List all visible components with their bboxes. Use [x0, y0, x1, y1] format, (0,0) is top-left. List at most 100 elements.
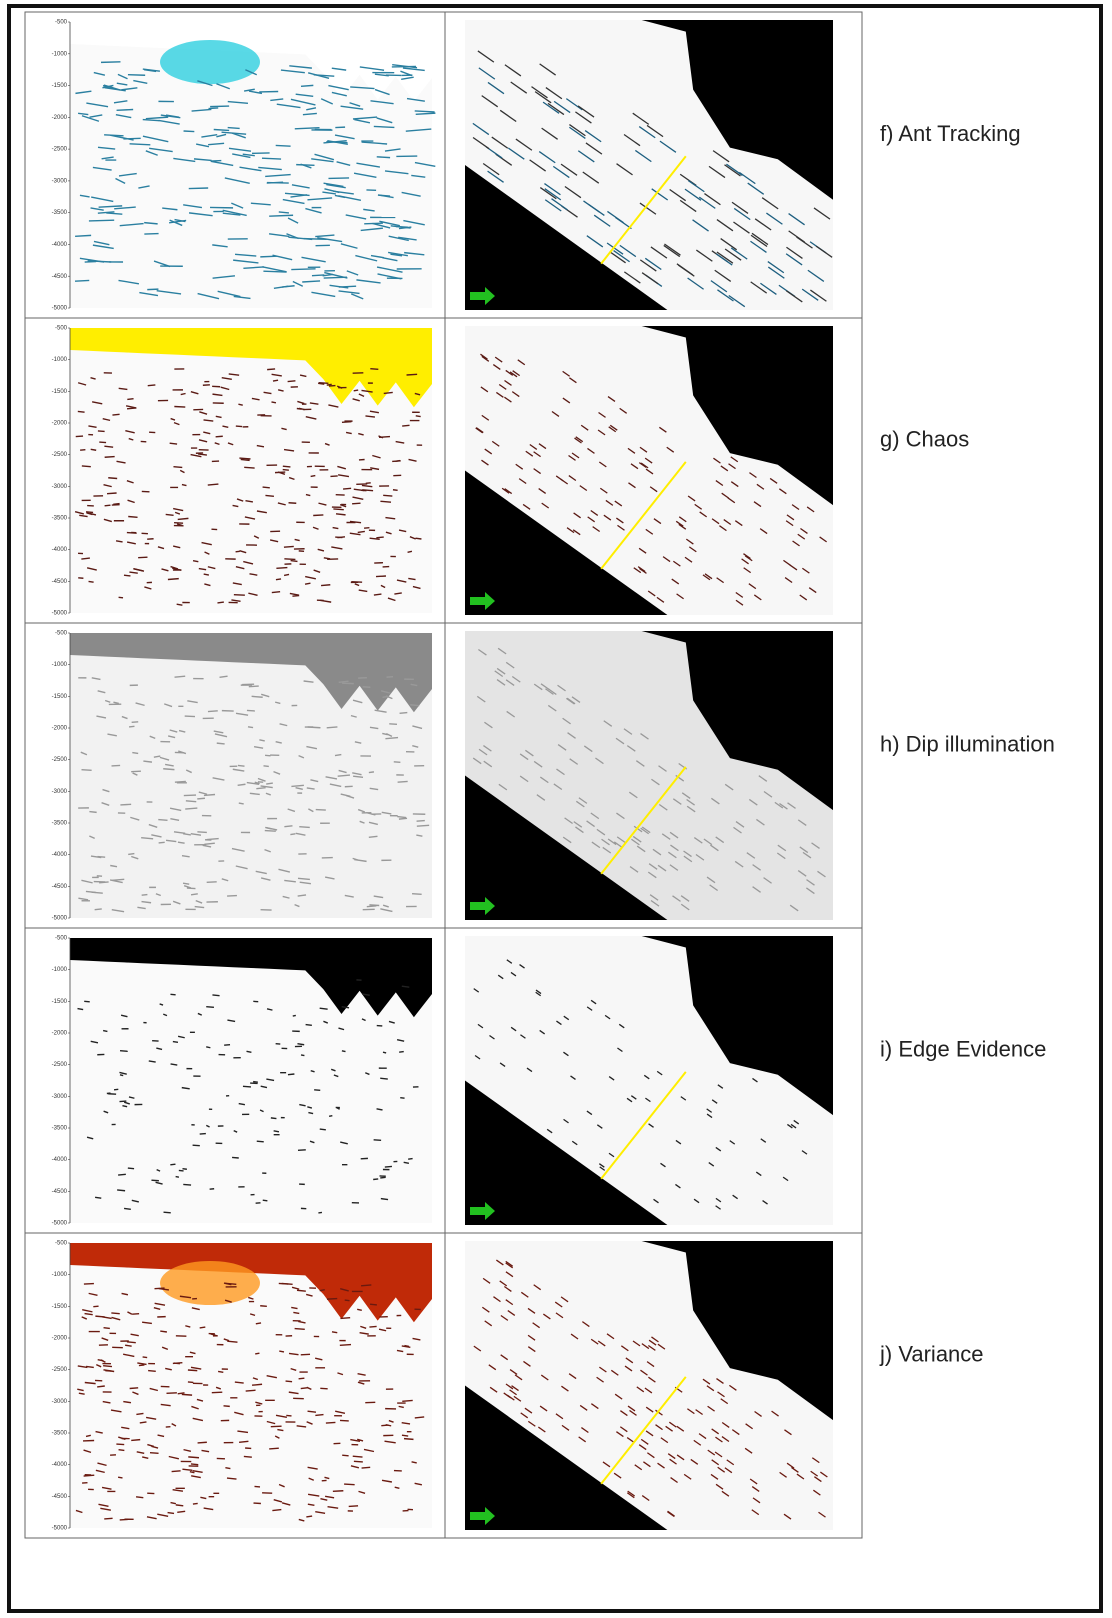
- reflector: [321, 585, 330, 586]
- reflector: [273, 380, 278, 381]
- reflector: [82, 466, 91, 467]
- depth-tick-label: -1500: [52, 83, 68, 89]
- reflector: [81, 770, 91, 771]
- reflector: [292, 596, 299, 597]
- reflector: [142, 895, 148, 896]
- depth-tick-label: -500: [55, 20, 68, 26]
- reflector: [399, 818, 407, 819]
- reflector: [293, 1015, 296, 1016]
- reflector: [369, 836, 378, 837]
- reflector: [218, 1371, 223, 1372]
- reflector: [112, 414, 119, 415]
- reflector: [295, 1329, 305, 1330]
- reflector: [404, 1439, 413, 1440]
- reflector: [174, 523, 183, 524]
- row: -500-1000-1500-2000-2500-3000-3500-4000-…: [52, 1241, 984, 1532]
- reflector: [97, 857, 105, 858]
- depth-tick-label: -5000: [52, 1221, 68, 1227]
- reflector: [415, 1417, 424, 1418]
- reflector: [305, 583, 310, 584]
- reflector: [254, 1486, 260, 1487]
- reflector: [188, 1457, 199, 1458]
- reflector: [367, 906, 377, 907]
- depth-tick-label: -4500: [52, 884, 68, 890]
- reflector: [183, 883, 189, 884]
- reflector: [130, 1388, 139, 1389]
- reflector: [271, 1118, 277, 1119]
- reflector: [104, 1328, 110, 1329]
- reflector: [244, 1456, 252, 1457]
- depth-tick-label: -3500: [52, 516, 68, 522]
- reflector: [95, 1316, 104, 1317]
- reflector: [257, 1141, 264, 1142]
- reflector: [188, 1382, 193, 1383]
- reflector: [93, 1306, 98, 1307]
- reflector: [311, 476, 316, 477]
- reflector: [176, 1505, 184, 1506]
- reflector: [130, 144, 151, 145]
- reflector: [184, 131, 195, 132]
- reflector: [120, 804, 131, 805]
- depth-tick-label: -1000: [52, 662, 68, 668]
- reflector: [398, 781, 408, 782]
- row-label: f) Ant Tracking: [880, 121, 1021, 146]
- reflector: [369, 1326, 376, 1327]
- reflector: [128, 1168, 134, 1169]
- reflector: [266, 783, 273, 784]
- depth-tick-label: -2000: [52, 726, 68, 732]
- reflector: [99, 442, 106, 443]
- reflector: [383, 1052, 386, 1053]
- reflector: [107, 493, 117, 494]
- reflector: [382, 696, 388, 697]
- depth-tick-label: -3500: [52, 821, 68, 827]
- reflector: [95, 1197, 101, 1198]
- reflector: [344, 1484, 355, 1485]
- reflector: [282, 1283, 293, 1284]
- reflector: [214, 129, 229, 130]
- reflector: [416, 416, 421, 417]
- depth-tick-label: -1000: [52, 51, 68, 57]
- depth-tick-label: -1000: [52, 357, 68, 363]
- reflector: [404, 1346, 409, 1347]
- reflector: [140, 1422, 147, 1423]
- reflector: [393, 490, 398, 491]
- row: -500-1000-1500-2000-2500-3000-3500-4000-…: [52, 326, 970, 617]
- reflector: [97, 1386, 105, 1387]
- reflector: [98, 1360, 104, 1361]
- depth-tick-label: -5000: [52, 1526, 68, 1532]
- reflector: [170, 443, 177, 444]
- reflector: [276, 568, 287, 569]
- reflector: [104, 135, 123, 136]
- reflector: [75, 235, 91, 236]
- reflector: [364, 223, 383, 224]
- reflector: [241, 459, 250, 460]
- depth-tick-label: -4000: [52, 242, 68, 248]
- depth-tick-label: -3000: [52, 178, 68, 184]
- reflector: [177, 1511, 185, 1512]
- reflector: [326, 1422, 336, 1423]
- reflector: [108, 478, 117, 479]
- depth-tick-label: -4000: [52, 1157, 68, 1163]
- reflector: [376, 537, 383, 538]
- reflector: [128, 516, 137, 517]
- reflector: [308, 1113, 313, 1114]
- reflector: [243, 1086, 251, 1087]
- reflector: [253, 1082, 258, 1083]
- reflector: [256, 1323, 261, 1324]
- reflector: [370, 369, 378, 370]
- reflector: [150, 1453, 159, 1454]
- reflector: [269, 215, 293, 216]
- reflector: [182, 1169, 186, 1170]
- reflector: [89, 812, 96, 813]
- depth-tick-label: -2000: [52, 1031, 68, 1037]
- reflector: [343, 488, 351, 489]
- reflector: [396, 227, 408, 228]
- reflector: [91, 449, 96, 450]
- reflector: [306, 1025, 312, 1026]
- reflector: [225, 1468, 230, 1469]
- reflector: [247, 1051, 252, 1052]
- reflector: [128, 75, 145, 76]
- reflector: [327, 1299, 337, 1300]
- depth-tick-label: -2500: [52, 1062, 68, 1068]
- reflector: [342, 1051, 346, 1052]
